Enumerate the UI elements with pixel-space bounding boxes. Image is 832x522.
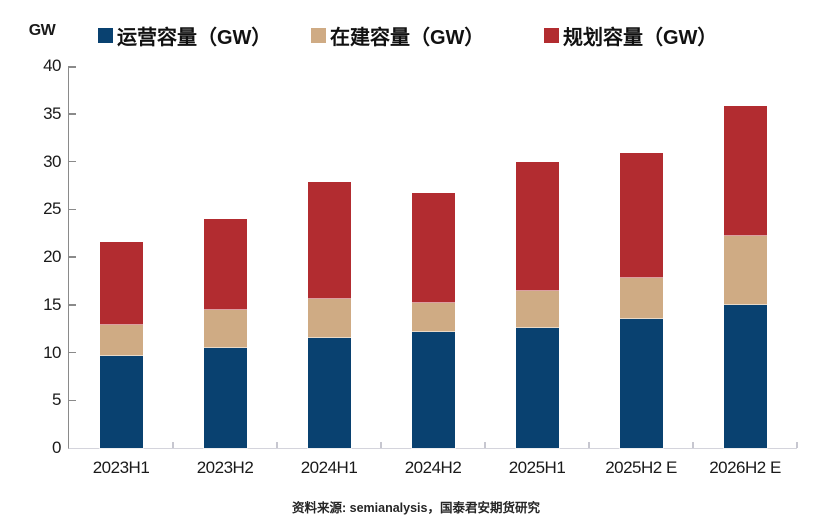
y-tick-label: 20 [43,247,61,266]
legend-item: 运营容量（GW） [98,21,271,50]
y-axis-tick [69,113,76,115]
stacked-bar-2023H1 [98,240,144,449]
stacked-bar-2024H1 [306,180,352,449]
y-tick-label: 35 [43,103,61,123]
bar-segment [722,105,768,237]
y-tick-label: 0 [52,438,61,457]
x-axis-tick [380,442,382,448]
bar-segment [98,355,144,449]
bar-segment [514,326,560,450]
y-axis-tick [69,160,76,163]
x-axis-tick [692,442,694,448]
bar-segment [202,217,248,311]
legend: 运营容量（GW） 在建容量（GW） 规划容量（GW） [0,21,832,50]
bar-segment [410,192,456,304]
legend-label: 运营容量（GW） [117,27,272,49]
bar-segment [618,318,664,449]
bar-segment [202,308,248,349]
bar-segment [618,151,664,280]
x-axis-label: 2023H2 [196,458,254,477]
bar-segment [98,323,144,358]
x-axis-label: 2026H2 E [709,458,781,477]
x-axis-tick [276,442,278,448]
legend-item: 在建容量（GW） [311,21,484,50]
bar-segment [514,290,560,329]
bar-segment [306,180,352,301]
bar-segment [618,277,664,321]
bar-segment [722,235,768,306]
y-axis-tick [69,208,76,210]
y-axis-tick [69,351,76,354]
legend-label: 规划容量（GW） [563,27,718,49]
y-axis-tick [69,399,76,401]
y-tick-label: 25 [43,199,61,219]
bar-segment [202,346,248,450]
bar-segment [410,330,456,449]
y-axis-unit-label: GW [28,22,56,39]
stacked-bar-2025H2E [618,151,664,449]
bar-segment [722,303,768,450]
plot-area: 0 5 10 15 20 25 30 35 40 2023H1 2023H2 2024H1 2024H2… [43,56,798,477]
stacked-bar-2024H2 [410,192,456,449]
y-axis-tick [69,66,76,68]
y-axis-tick [69,304,76,306]
x-axis-label: 2024H2 [404,458,462,477]
x-axis-label: 2023H1 [92,458,150,477]
y-tick-label: 5 [52,390,61,410]
legend-swatch-icon [544,28,559,43]
bar-segment [410,301,456,333]
y-tick-label: 30 [43,151,61,171]
x-axis-tick [588,442,590,448]
bar-segment [306,298,352,340]
x-axis-label: 2024H1 [300,458,358,477]
bar-segment [98,240,144,326]
x-axis-tick [796,442,798,448]
bar-segment [514,160,560,293]
stacked-bar-2026H2E [722,105,768,450]
y-axis-tick [69,256,76,258]
legend-item: 规划容量（GW） [544,21,717,50]
source-note: 资料来源: semianalysis，国泰君安期货研究 [292,501,540,515]
x-axis-tick [172,442,174,448]
legend-label: 在建容量（GW） [330,27,485,49]
stacked-bar-2025H1 [514,160,560,450]
y-tick-label: 10 [43,342,61,362]
legend-swatch-icon [311,28,326,43]
bar-segment [306,337,352,449]
y-tick-label: 15 [43,294,61,314]
legend-swatch-icon [98,28,113,43]
x-axis-tick [484,442,486,448]
stacked-bar-2023H2 [202,217,248,450]
x-axis-label: 2025H2 E [605,458,677,477]
y-tick-label: 40 [43,56,61,75]
x-axis-label: 2025H1 [508,458,566,477]
